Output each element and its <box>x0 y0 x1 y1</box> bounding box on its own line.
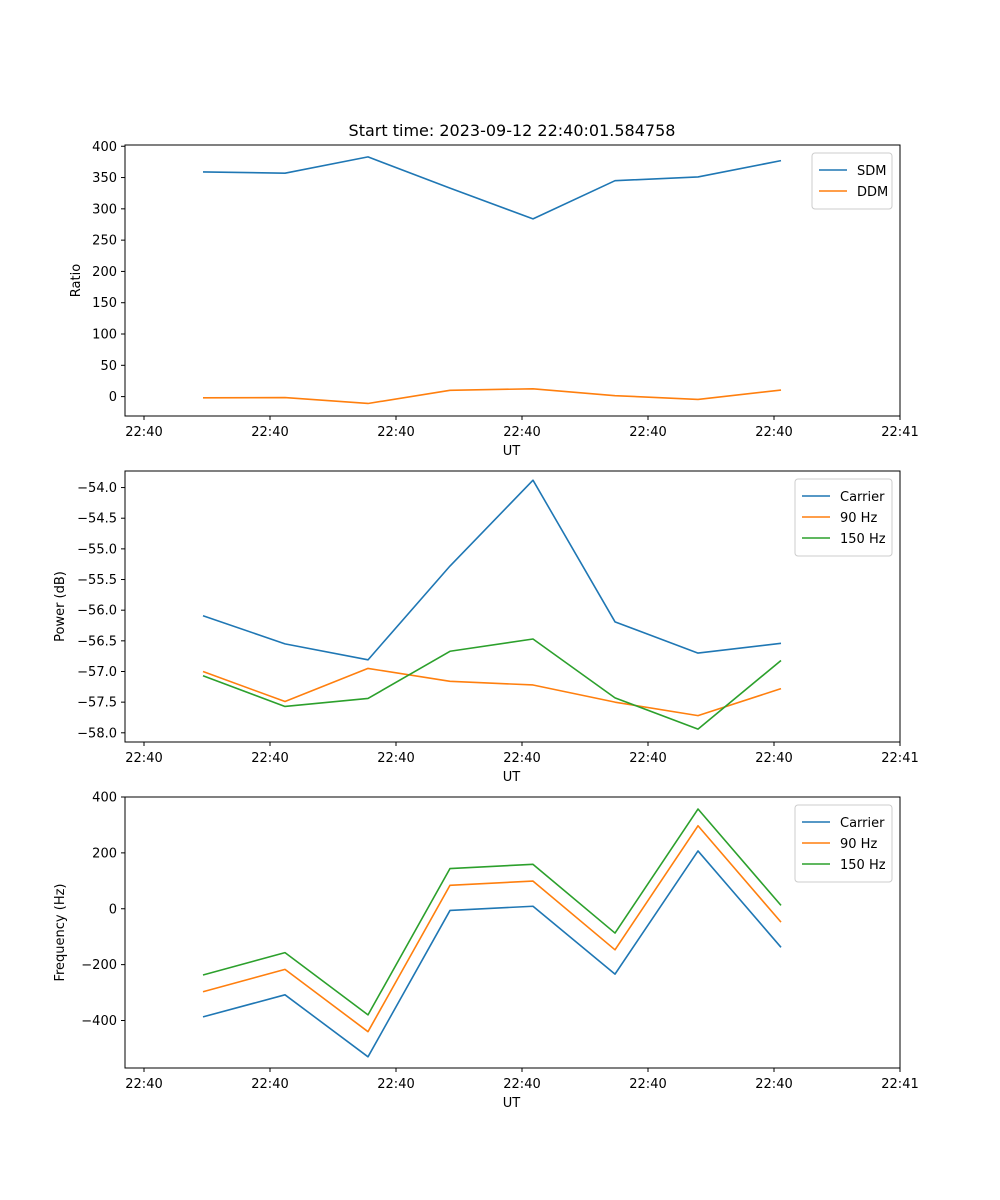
y-tick-label: 150 <box>92 296 117 311</box>
series-line-90-hz <box>202 824 782 1033</box>
x-tick-label: 22:40 <box>629 751 666 766</box>
x-tick-label: 22:40 <box>629 1077 666 1092</box>
x-tick-label: 22:40 <box>755 751 792 766</box>
y-tick-label: 100 <box>92 328 117 343</box>
legend-label: 150 Hz <box>840 858 886 873</box>
x-tick-label: 22:40 <box>755 1077 792 1092</box>
chart-title: Start time: 2023-09-12 22:40:01.584758 <box>349 121 676 140</box>
series-line-90-hz <box>202 667 782 717</box>
axes-frame <box>124 470 901 743</box>
legend-box <box>811 152 893 210</box>
y-tick-label: −200 <box>81 958 117 973</box>
legend-box <box>794 478 893 557</box>
series-line-carrier <box>202 850 782 1058</box>
power-panel: 22:40 22:40 22:40 22:40 22:40 22:40 22:41 −58.0… <box>53 470 919 785</box>
y-tick-label: −57.5 <box>77 696 117 711</box>
legend-label: 90 Hz <box>840 511 877 526</box>
x-axis-label: UT <box>503 444 521 459</box>
legend-label: 150 Hz <box>840 532 886 547</box>
axes-frame <box>124 796 901 1069</box>
legend-label: SDM <box>857 164 886 179</box>
x-tick-label: 22:40 <box>629 425 666 440</box>
x-tick-label: 22:41 <box>881 1077 918 1092</box>
series-line-ddm <box>202 387 782 405</box>
x-tick-label: 22:40 <box>755 425 792 440</box>
y-tick-label: 250 <box>92 234 117 249</box>
y-tick-label: 300 <box>92 202 117 217</box>
y-tick-label: 350 <box>92 171 117 186</box>
x-tick-label: 22:40 <box>377 751 414 766</box>
legend-label: Carrier <box>840 816 885 831</box>
y-tick-label: −56.0 <box>77 604 117 619</box>
y-tick-label: 400 <box>92 140 117 155</box>
y-tick-label: −57.0 <box>77 665 117 680</box>
series-line-sdm <box>202 156 782 220</box>
y-tick-label: 0 <box>109 390 117 405</box>
y-axis-label: Ratio <box>69 264 84 297</box>
x-tick-label: 22:40 <box>251 751 288 766</box>
x-tick-label: 22:40 <box>125 425 162 440</box>
legend-label: Carrier <box>840 490 885 505</box>
x-tick-label: 22:40 <box>377 1077 414 1092</box>
x-tick-label: 22:40 <box>503 1077 540 1092</box>
y-tick-label: −56.5 <box>77 634 117 649</box>
y-tick-label: −54.0 <box>77 481 117 496</box>
y-axis-label: Frequency (Hz) <box>53 883 68 981</box>
series-line-150-hz <box>202 808 782 1016</box>
y-tick-label: 0 <box>109 902 117 917</box>
x-tick-label: 22:40 <box>503 425 540 440</box>
x-tick-label: 22:40 <box>125 1077 162 1092</box>
frequency-panel: 22:40 22:40 22:40 22:40 22:40 22:40 22:41 −400 −… <box>53 791 919 1112</box>
y-tick-label: 200 <box>92 265 117 280</box>
x-tick-label: 22:40 <box>251 425 288 440</box>
y-tick-label: −400 <box>81 1014 117 1029</box>
ratio-panel: 22:40 22:40 22:40 22:40 22:40 22:40 22:41 0 50 10… <box>69 140 919 459</box>
y-tick-label: 400 <box>92 791 117 806</box>
y-tick-label: −55.5 <box>77 573 117 588</box>
x-tick-label: 22:41 <box>881 425 918 440</box>
y-tick-label: −54.5 <box>77 512 117 527</box>
y-tick-label: −55.0 <box>77 542 117 557</box>
y-axis-label: Power (dB) <box>53 571 68 642</box>
legend-label: DDM <box>857 185 888 200</box>
y-tick-label: 200 <box>92 846 117 861</box>
series-line-carrier <box>202 479 782 661</box>
y-tick-label: −58.0 <box>77 726 117 741</box>
series-line-150-hz <box>202 638 782 730</box>
x-tick-label: 22:40 <box>503 751 540 766</box>
x-axis-label: UT <box>503 770 521 785</box>
y-tick-label: 50 <box>100 359 117 374</box>
x-tick-label: 22:40 <box>251 1077 288 1092</box>
legend-label: 90 Hz <box>840 837 877 852</box>
x-tick-label: 22:40 <box>125 751 162 766</box>
axes-frame <box>124 144 901 417</box>
x-tick-label: 22:40 <box>377 425 414 440</box>
x-axis-label: UT <box>503 1096 521 1111</box>
legend-box <box>794 804 893 883</box>
x-tick-label: 22:41 <box>881 751 918 766</box>
